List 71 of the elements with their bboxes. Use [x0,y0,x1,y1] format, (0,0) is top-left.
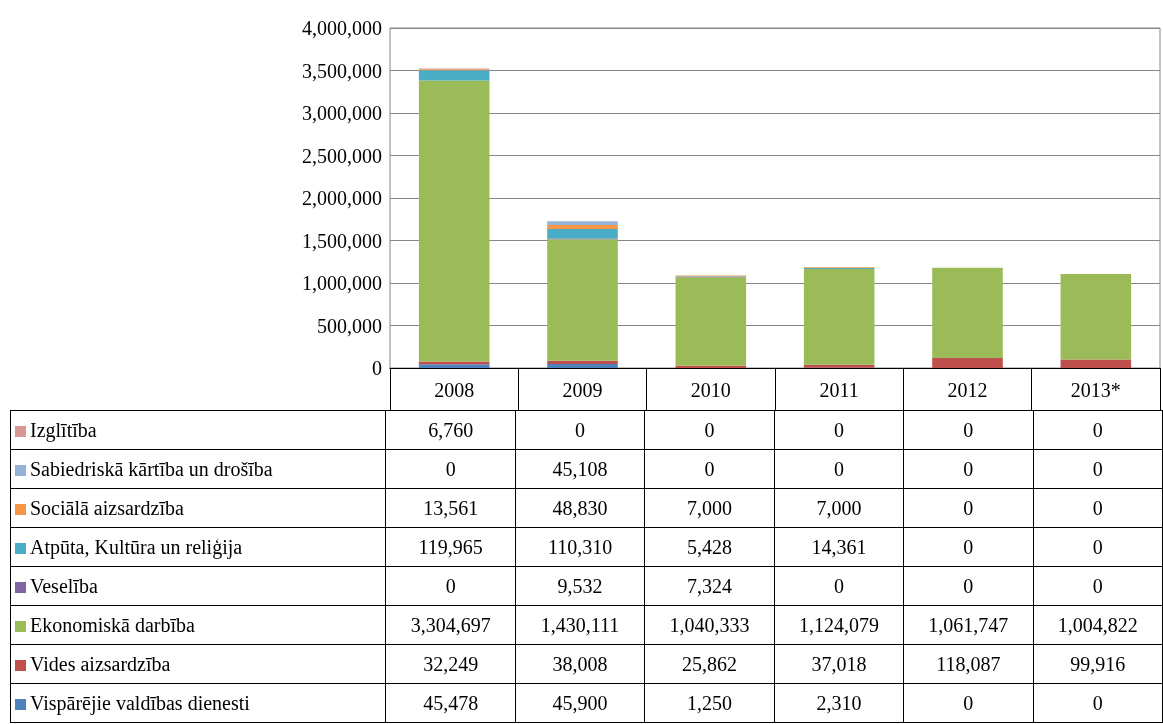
data-label: 2,310 [774,683,904,723]
data-label: 118,087 [903,644,1034,684]
y-tick-label: 2,000,000 [302,187,382,209]
data-label: 5,428 [644,527,775,567]
data-label: 0 [903,488,1034,528]
data-label: 0 [1033,449,1163,489]
data-label: 0 [1033,410,1163,450]
y-tick-label: 3,500,000 [302,59,382,82]
data-label: 7,000 [774,488,904,528]
x-tick-label: 2012 [947,379,988,401]
data-label: 0 [903,449,1034,489]
data-label: 0 [903,683,1034,723]
data-label: 25,862 [644,644,775,684]
x-tick-label: 2010 [690,379,731,401]
data-label: 14,361 [774,527,904,567]
data-label: 0 [903,410,1034,450]
legend-label: Ekonomiskā darbība [10,605,386,645]
y-tick-label: 500,000 [317,314,382,337]
legend-label: Sociālā aizsardzība [10,488,386,528]
data-label: 0 [903,527,1034,567]
x-tick-label: 2013* [1070,379,1121,401]
x-tick-label: 2011 [819,379,859,401]
data-label: 0 [385,566,516,606]
data-label: 0 [774,410,904,450]
x-tick-label: 2009 [562,379,603,401]
data-label: 45,900 [515,683,645,723]
data-label: 7,324 [644,566,775,606]
data-label: 7,000 [644,488,775,528]
data-label: 1,040,333 [644,605,775,645]
data-label: 37,018 [774,644,904,684]
y-tick-label: 4,000,000 [302,17,382,39]
data-label: 1,250 [644,683,775,723]
data-label: 0 [774,566,904,606]
legend-label: Izglītība [10,410,386,450]
data-label: 1,124,079 [774,605,904,645]
data-label: 110,310 [515,527,645,567]
data-label: 0 [1033,683,1163,723]
data-label: 0 [1033,488,1163,528]
data-label: 6,760 [385,410,516,450]
data-label: 99,916 [1033,644,1163,684]
data-label: 0 [1033,527,1163,567]
data-label: 45,108 [515,449,645,489]
y-tick-label: 1,500,000 [302,229,382,252]
data-label: 45,478 [385,683,516,723]
data-label: 119,965 [385,527,516,567]
data-label: 0 [644,410,775,450]
y-tick-label: 0 [372,357,382,379]
data-label: 0 [515,410,645,450]
data-label: 13,561 [385,488,516,528]
data-label: 0 [1033,566,1163,606]
data-label: 1,430,111 [515,605,645,645]
legend-label: Veselība [10,566,386,606]
legend-label: Vispārējie valdības dienesti [10,683,386,723]
data-label: 9,532 [515,566,645,606]
data-label: 0 [385,449,516,489]
legend-label: Atpūta, Kultūra un reliģija [10,527,386,567]
data-label: 32,249 [385,644,516,684]
data-label: 1,004,822 [1033,605,1163,645]
data-label: 38,008 [515,644,645,684]
data-label: 48,830 [515,488,645,528]
legend-label: Sabiedriskā kārtība un drošība [10,449,386,489]
y-tick-label: 3,000,000 [302,102,382,124]
y-tick-label: 2,500,000 [302,144,382,167]
legend-label: Vides aizsardzība [10,644,386,684]
data-label: 0 [903,566,1034,606]
data-label: 1,061,747 [903,605,1034,645]
data-label: 0 [644,449,775,489]
data-label: 3,304,697 [385,605,516,645]
x-tick-label: 2008 [434,379,475,401]
data-label: 0 [774,449,904,489]
y-tick-label: 1,000,000 [302,272,382,294]
